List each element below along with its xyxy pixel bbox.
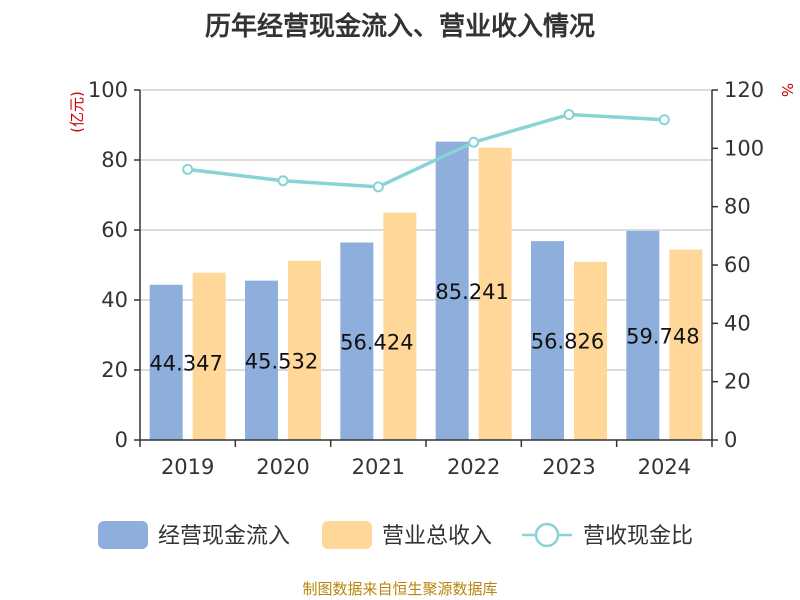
bar-revenue: [288, 260, 321, 440]
y-right-tick-label: 40: [724, 311, 751, 335]
bar-revenue: [192, 272, 226, 440]
ratio-point: [468, 136, 480, 148]
bar-value-label: 59.748: [626, 324, 699, 348]
ratio-line: [182, 109, 670, 193]
bar-revenue: [478, 147, 512, 440]
x-tick-label: 2020: [256, 455, 309, 479]
legend-label: 经营现金流入: [158, 524, 290, 549]
bars: [149, 141, 703, 440]
ratio-point: [658, 114, 670, 126]
bar-revenue: [574, 261, 607, 440]
bar-value-label: 45.532: [245, 349, 318, 373]
bar-revenue: [669, 249, 703, 440]
bar-cash-inflow: [340, 242, 374, 440]
chart-title: 历年经营现金流入、营业收入情况: [204, 12, 595, 42]
bar-cash-inflow: [149, 284, 183, 440]
bar-cash-inflow: [626, 230, 660, 440]
ratio-point: [182, 163, 194, 175]
legend-swatch: [98, 521, 148, 549]
legend: 经营现金流入 营业总收入 营收现金比: [98, 521, 693, 549]
ratio-point: [563, 109, 575, 120]
x-tick-label: 2023: [542, 455, 595, 479]
axes: 0 20 40 60 80 100 0 20 40 60 80 100 120 (亿元)% 2019 2020…: [68, 78, 796, 479]
y-left-tick-label: 80: [101, 148, 128, 172]
y-left-tick-label: 0: [115, 428, 128, 452]
bar-cash-inflow: [245, 280, 278, 440]
y-left-tick-label: 40: [101, 288, 128, 312]
x-tick-label: 2021: [352, 455, 405, 479]
y-right-unit: %: [778, 83, 796, 97]
legend-marker: [534, 522, 560, 548]
y-right-tick-label: 60: [724, 253, 751, 277]
data-labels: 44.347 45.532 56.424 85.241 56.826 59.748: [149, 280, 699, 376]
bar-value-label: 56.826: [531, 330, 604, 354]
y-right-tick-label: 0: [724, 428, 737, 452]
y-left-tick-label: 100: [88, 78, 128, 102]
y-right-tick-label: 80: [724, 195, 751, 219]
bar-value-label: 44.347: [149, 351, 222, 375]
bar-value-label: 85.241: [435, 280, 508, 304]
bar-cash-inflow: [435, 141, 469, 440]
x-tick-label: 2022: [447, 455, 500, 479]
y-right-tick-label: 20: [724, 370, 751, 394]
bar-cash-inflow: [531, 241, 564, 440]
gridlines: [140, 89, 712, 371]
ratio-point: [277, 175, 289, 187]
legend-label: 营业总收入: [382, 524, 492, 549]
ratio-point: [372, 181, 384, 193]
legend-swatch: [322, 521, 372, 549]
y-right-tick-label: 120: [724, 78, 764, 102]
bar-value-label: 56.424: [340, 330, 413, 354]
y-left-tick-label: 60: [101, 218, 128, 242]
y-right-tick-label: 100: [724, 136, 764, 160]
x-tick-label: 2019: [161, 455, 214, 479]
ratio-line-path: [187, 112, 665, 189]
bar-revenue: [383, 212, 417, 440]
x-tick-label: 2024: [638, 455, 691, 479]
y-left-unit: (亿元): [68, 91, 86, 133]
y-left-tick-label: 20: [101, 358, 128, 382]
legend-label: 营收现金比: [583, 524, 693, 549]
source-note: 制图数据来自恒生聚源数据库: [302, 580, 498, 598]
